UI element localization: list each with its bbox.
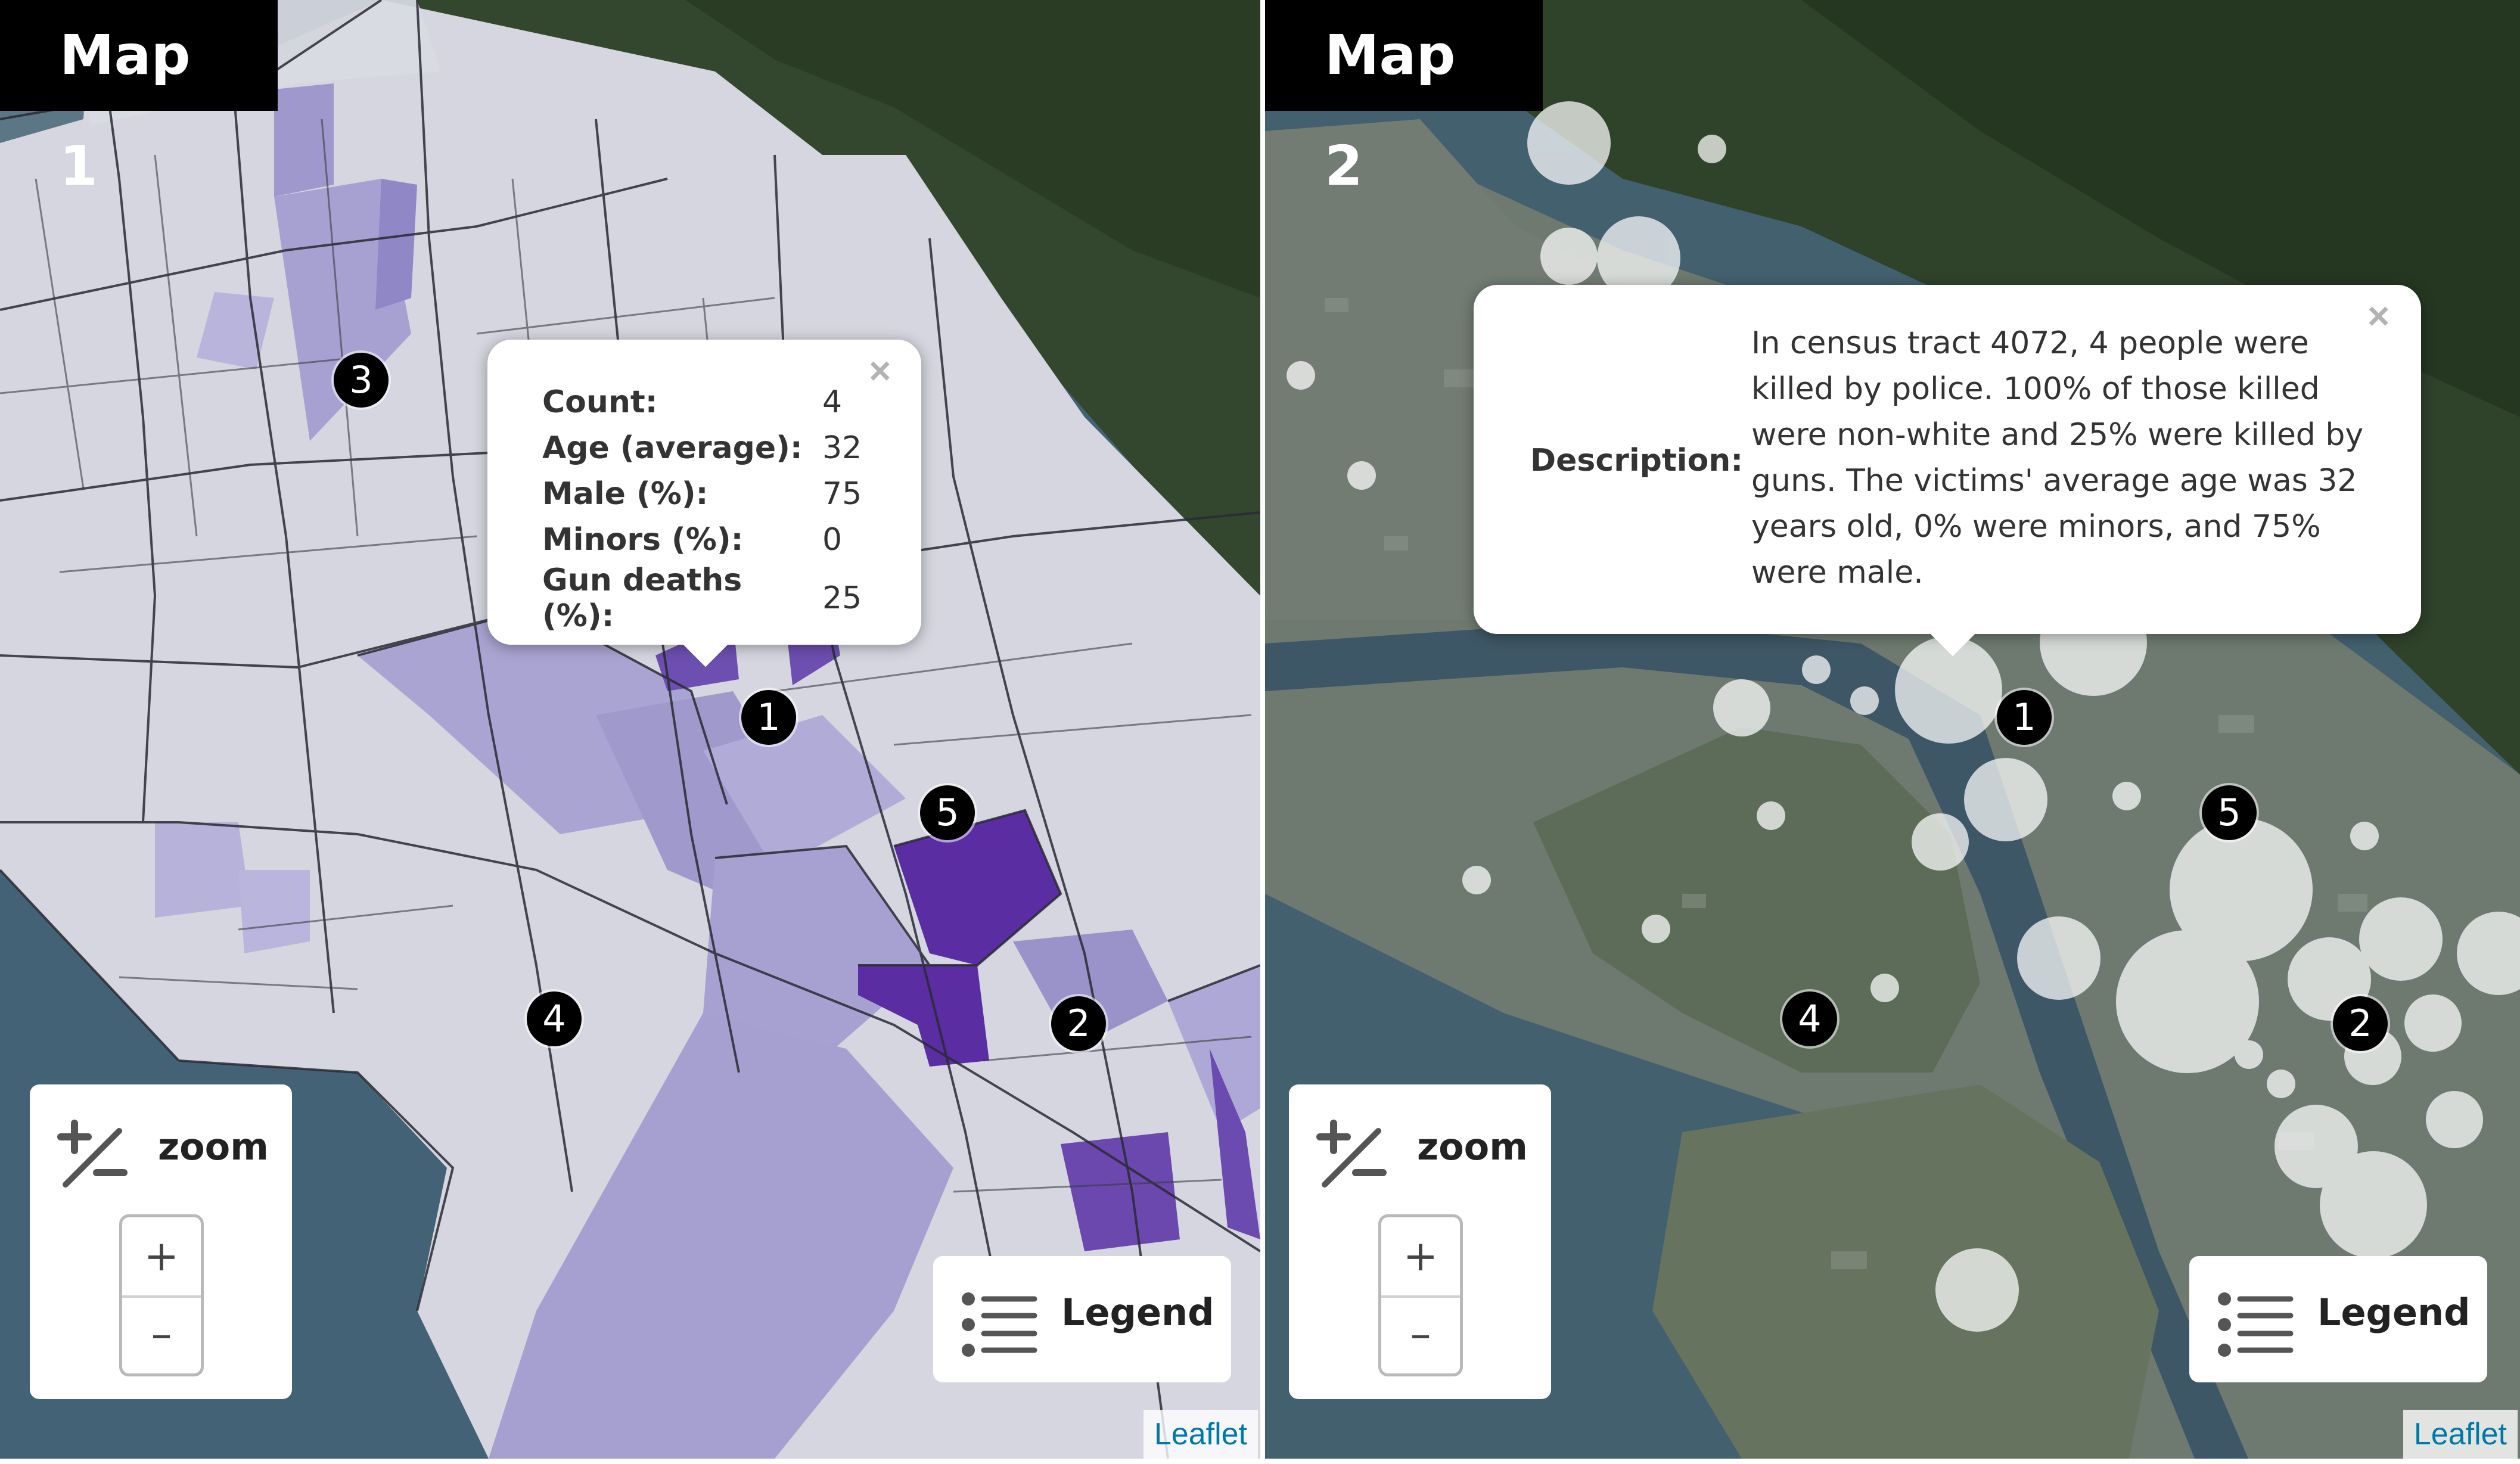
stat-row: Minors (%): 0 [542, 517, 862, 562]
plus-minus-icon [1316, 1120, 1387, 1188]
stat-label: Male (%): [542, 475, 709, 512]
stat-value: 25 [822, 580, 862, 616]
zoom-control: zoom + – [30, 1084, 292, 1399]
stat-label: Gun deaths (%): [542, 562, 742, 634]
map-marker-3[interactable]: 3 [334, 353, 389, 408]
zoom-buttons: + – [119, 1214, 204, 1376]
zoom-in-button[interactable]: + [1381, 1217, 1460, 1298]
zoom-label: zoom [158, 1125, 269, 1168]
description-text: In census tract 4072, 4 people were kill… [1751, 325, 2364, 590]
map-marker-4[interactable]: 4 [1782, 991, 1837, 1046]
tract-description-popup: × Description: In census tract 4072, 4 p… [1474, 285, 2421, 657]
stat-value: 75 [822, 475, 862, 512]
stat-label: Minors (%): [542, 521, 744, 558]
map-1-panel[interactable]: Map 1 1 2 3 4 5 × Count: 4 Age (average):… [0, 0, 1260, 1459]
stat-value: 32 [822, 430, 862, 466]
leaflet-attribution-link[interactable]: Leaflet [2403, 1410, 2518, 1459]
zoom-label: zoom [1417, 1125, 1528, 1168]
description-label: Description: [1530, 443, 1744, 478]
map-title: Map 2 [1265, 0, 1543, 198]
zoom-control: zoom + – [1289, 1084, 1551, 1399]
stat-label: Age (average): [542, 430, 803, 466]
map-1-basemap[interactable] [0, 0, 1260, 1459]
zoom-in-button[interactable]: + [122, 1217, 201, 1298]
legend-button[interactable]: Legend [2189, 1256, 2487, 1382]
stat-row: Age (average): 32 [542, 425, 862, 471]
legend-label: Legend [2317, 1291, 2471, 1334]
list-icon [2218, 1292, 2294, 1357]
map-marker-2[interactable]: 2 [2333, 996, 2388, 1051]
list-icon [962, 1292, 1037, 1357]
panel-divider [1260, 0, 1265, 1464]
map-marker-1[interactable]: 1 [1997, 690, 2052, 745]
legend-button[interactable]: Legend [933, 1256, 1231, 1382]
tract-info-popup: × Count: 4 Age (average): 32 Male (%): 75 M… [487, 340, 921, 667]
zoom-out-button[interactable]: – [151, 1310, 172, 1359]
stat-label: Count: [542, 384, 658, 420]
map-marker-2[interactable]: 2 [1051, 996, 1106, 1051]
close-icon[interactable]: × [869, 349, 891, 392]
stat-row: Count: 4 [542, 379, 862, 425]
popup-stats-table: Count: 4 Age (average): 32 Male (%): 75 Min… [542, 379, 862, 635]
map-marker-1[interactable]: 1 [741, 690, 796, 745]
stat-value: 4 [822, 384, 843, 420]
map-2-basemap[interactable] [1265, 0, 2520, 1459]
stat-row: Gun deaths (%): 25 [542, 562, 862, 634]
map-marker-5[interactable]: 5 [920, 785, 975, 840]
close-icon[interactable]: × [2367, 294, 2390, 337]
leaflet-attribution-link[interactable]: Leaflet [1143, 1410, 1258, 1459]
stat-value: 0 [822, 521, 843, 558]
stat-row: Male (%): 75 [542, 471, 862, 517]
zoom-out-button[interactable]: – [1410, 1310, 1431, 1359]
map-title: Map 1 [0, 0, 278, 198]
legend-label: Legend [1061, 1291, 1214, 1334]
map-2-panel[interactable]: Map 2 1 2 4 5 × Description: In census t… [1265, 0, 2520, 1459]
plus-minus-icon [57, 1120, 128, 1188]
map-marker-5[interactable]: 5 [2202, 785, 2257, 840]
map-marker-4[interactable]: 4 [527, 991, 582, 1046]
zoom-buttons: + – [1378, 1214, 1463, 1376]
